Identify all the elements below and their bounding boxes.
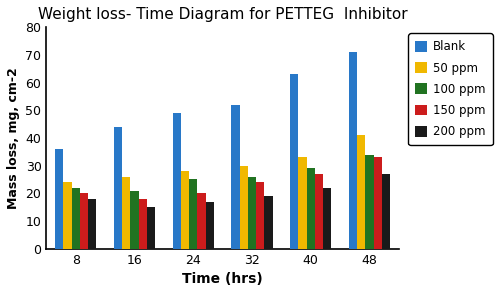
Bar bbox=[198, 193, 205, 249]
Bar bbox=[374, 157, 382, 249]
Bar bbox=[206, 202, 214, 249]
Bar bbox=[264, 196, 272, 249]
Bar bbox=[138, 199, 147, 249]
Bar bbox=[147, 207, 155, 249]
Bar bbox=[189, 180, 198, 249]
Legend: Blank, 50 ppm, 100 ppm, 150 ppm, 200 ppm: Blank, 50 ppm, 100 ppm, 150 ppm, 200 ppm bbox=[408, 33, 492, 145]
Title: Weight loss- Time Diagram for PETTEG  Inhibitor: Weight loss- Time Diagram for PETTEG Inh… bbox=[38, 7, 408, 22]
Bar bbox=[256, 182, 264, 249]
Bar bbox=[232, 105, 239, 249]
Bar bbox=[366, 155, 374, 249]
Bar bbox=[72, 188, 80, 249]
Y-axis label: Mass loss, mg, cm-2: Mass loss, mg, cm-2 bbox=[7, 67, 20, 209]
Bar bbox=[64, 182, 72, 249]
Bar bbox=[88, 199, 96, 249]
Bar bbox=[114, 127, 122, 249]
Bar bbox=[357, 135, 366, 249]
Bar bbox=[55, 149, 64, 249]
Bar bbox=[306, 168, 315, 249]
Bar bbox=[130, 190, 138, 249]
Bar bbox=[240, 166, 248, 249]
Bar bbox=[382, 174, 390, 249]
Bar bbox=[181, 171, 189, 249]
X-axis label: Time (hrs): Time (hrs) bbox=[182, 272, 263, 286]
Bar bbox=[298, 157, 306, 249]
Bar bbox=[248, 177, 256, 249]
Bar bbox=[172, 113, 181, 249]
Bar bbox=[290, 74, 298, 249]
Bar bbox=[349, 52, 357, 249]
Bar bbox=[315, 174, 323, 249]
Bar bbox=[323, 188, 332, 249]
Bar bbox=[122, 177, 130, 249]
Bar bbox=[80, 193, 88, 249]
